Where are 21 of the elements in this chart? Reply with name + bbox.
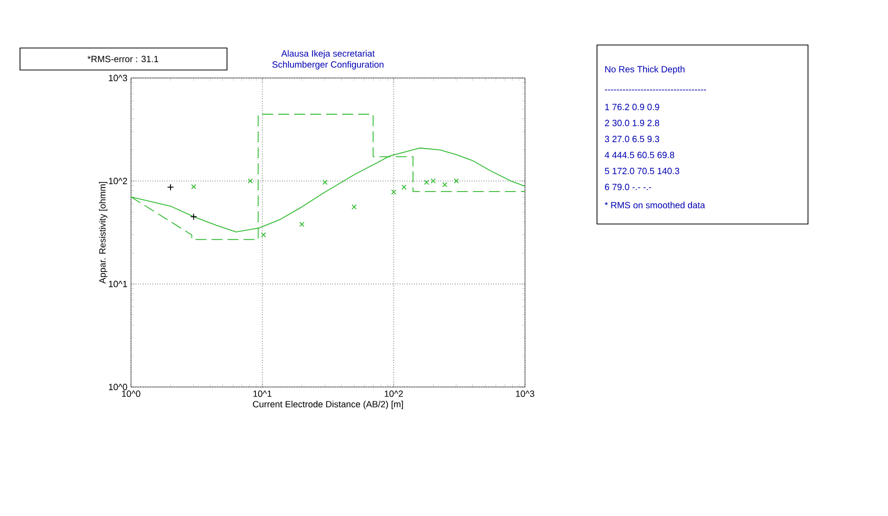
- chart-subtitle: Schlumberger Configuration: [272, 61, 384, 70]
- text: 5 172.0 70.5 140.3: [604, 168, 680, 174]
- text: 3 27.0 6.5 9.3: [604, 136, 660, 142]
- x-tick-label: 10^2: [384, 390, 403, 397]
- x-tick-label: 10^0: [122, 390, 140, 397]
- y-tick-label: 10^3: [108, 74, 128, 82]
- y-tick-label: 10^2: [108, 178, 128, 184]
- text: 4 444.5 60.5 69.8: [604, 152, 674, 158]
- chart-title: Alausa Ikeja secretariat: [281, 50, 375, 58]
- text: 6 79.0 -.- -.-: [604, 184, 652, 190]
- x-tick-label: 10^3: [516, 390, 534, 397]
- y-tick-label: 10^1: [108, 280, 128, 288]
- y-axis-title: Appar. Resistivity [ohmm]: [98, 182, 108, 284]
- text: No Res Thick Depth: [605, 66, 684, 74]
- x-axis-title: Current Electrode Distance (AB/2) [m]: [252, 400, 403, 410]
- x-tick-label: 10^1: [253, 390, 272, 397]
- text: *RMS-error : 31.1: [87, 56, 158, 62]
- y-tick-label: 10^0: [108, 384, 128, 390]
- text: 1 76.2 0.9 0.9: [605, 104, 660, 110]
- text: * RMS on smoothed data: [604, 202, 706, 208]
- text: 2 30.0 1.9 2.8: [604, 120, 660, 126]
